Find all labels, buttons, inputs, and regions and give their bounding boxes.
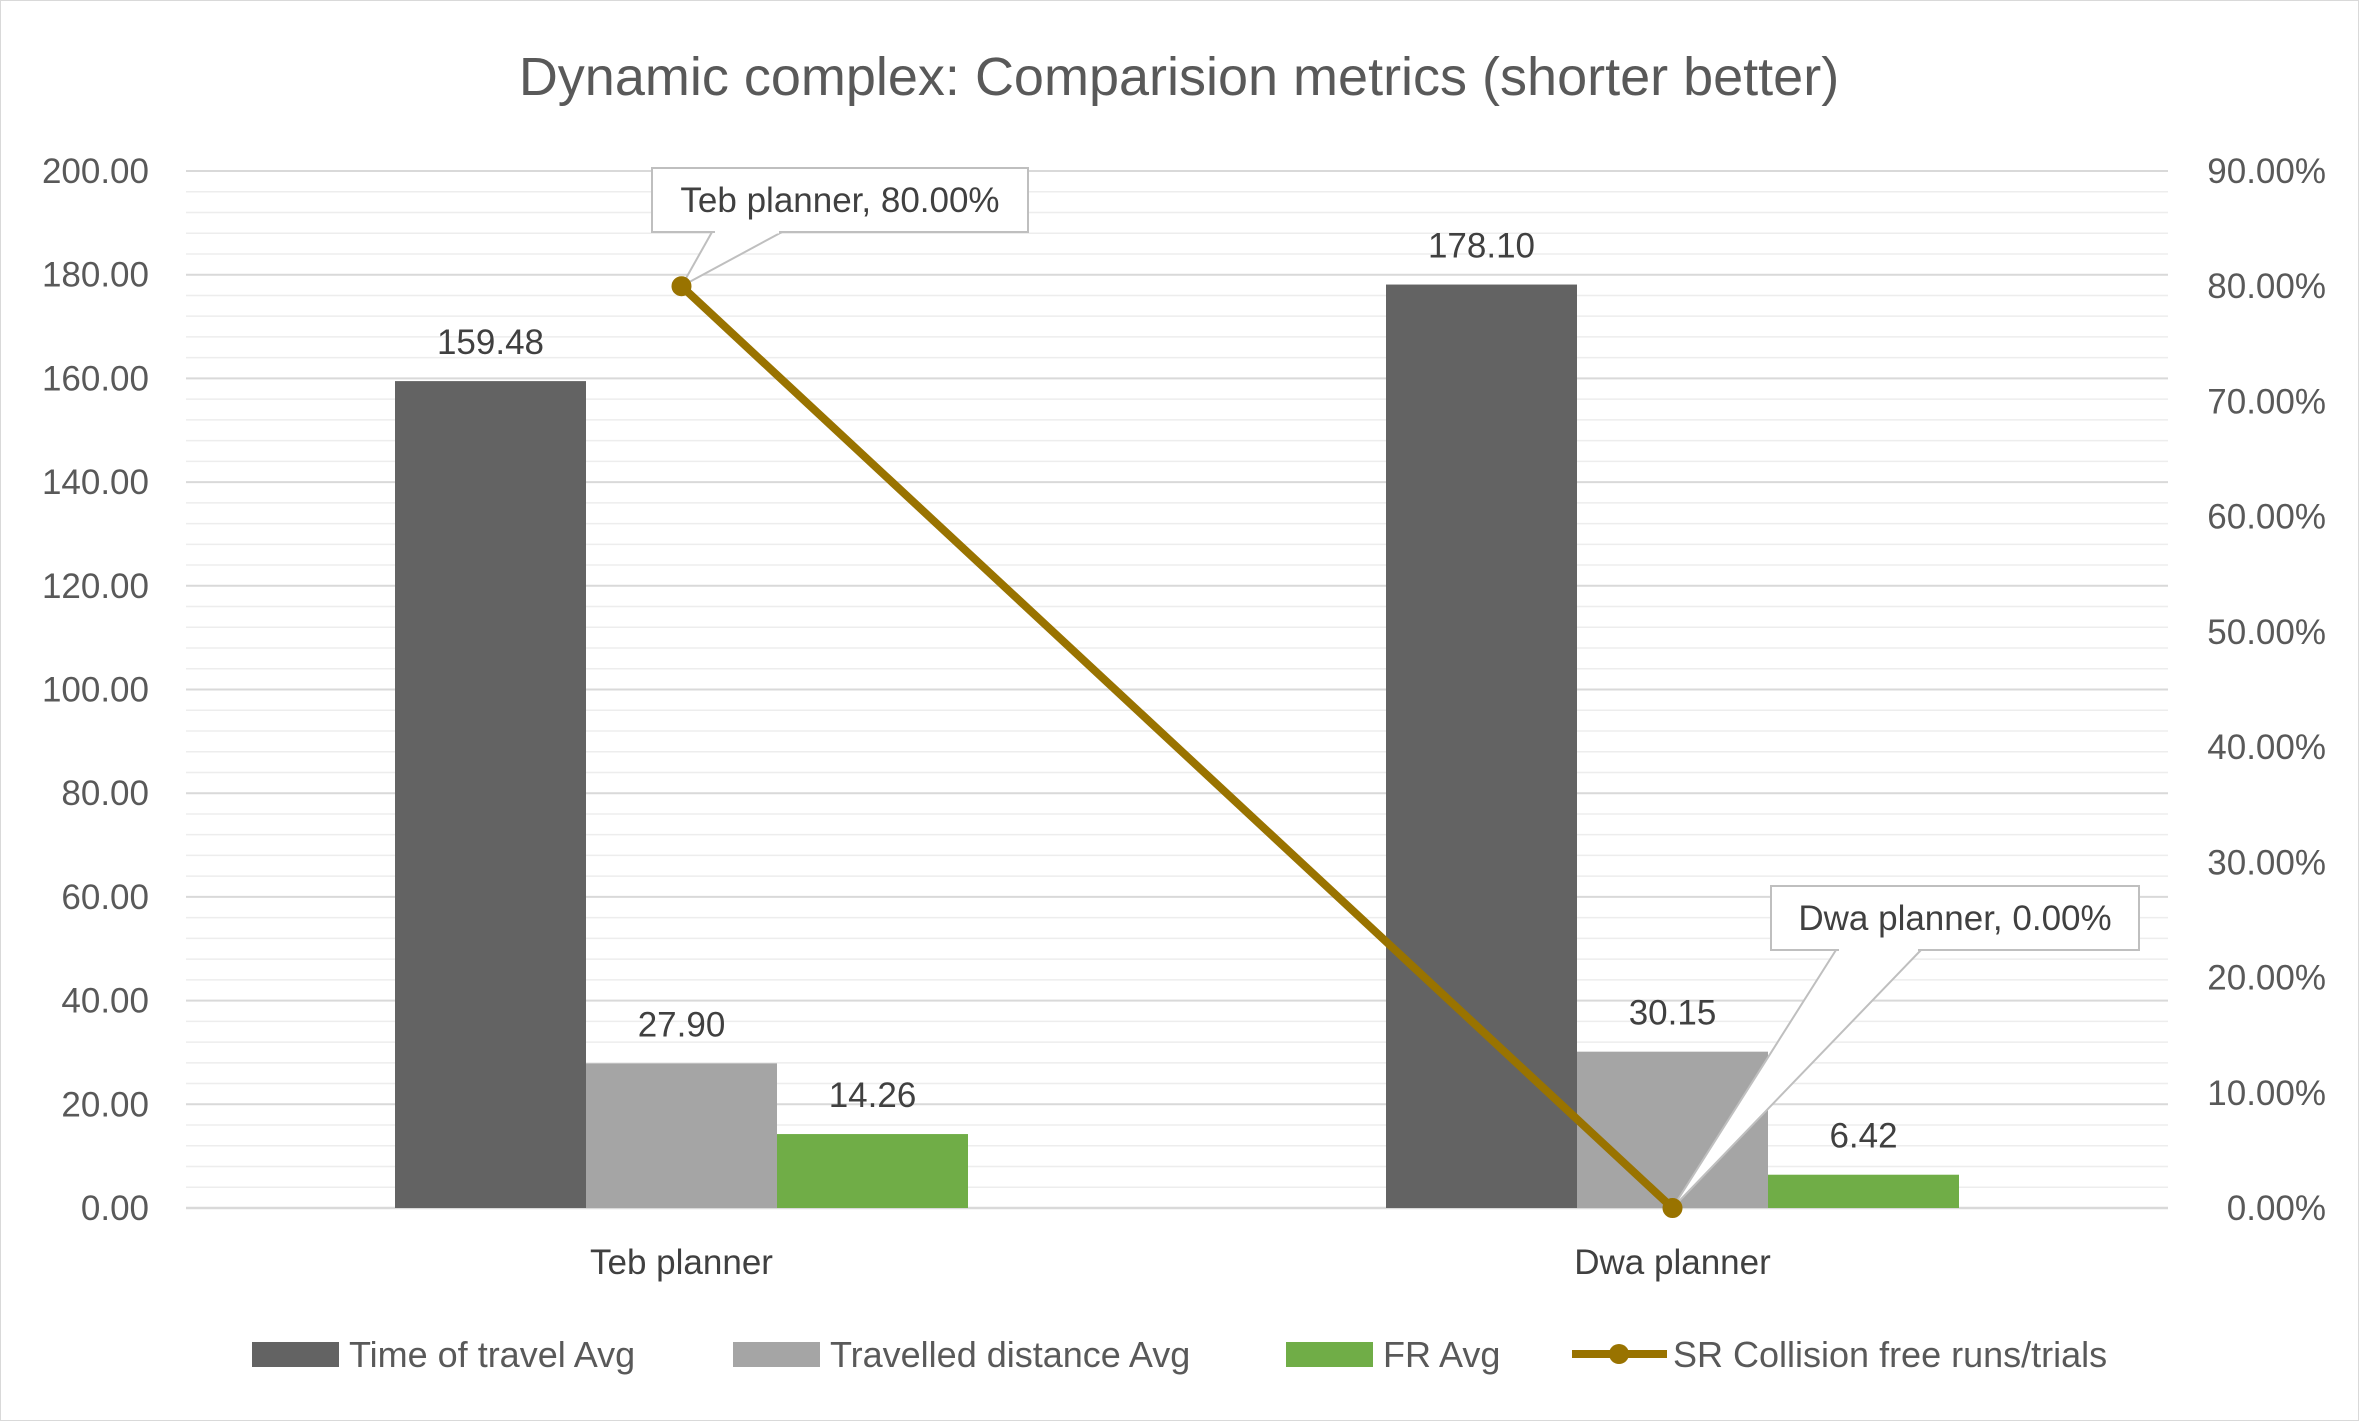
left-tick-label: 180.00: [42, 256, 149, 295]
bar-data-label: 6.42: [1829, 1117, 1897, 1156]
right-tick-label: 20.00%: [2207, 959, 2326, 998]
left-tick-label: 200.00: [42, 152, 149, 191]
right-tick-label: 50.00%: [2207, 613, 2326, 652]
left-tick-label: 80.00: [61, 774, 149, 813]
legend-swatch: [733, 1342, 820, 1367]
bar-data-label: 14.26: [829, 1076, 917, 1115]
left-tick-label: 160.00: [42, 359, 149, 398]
bar: [586, 1063, 777, 1208]
legend-item: FR Avg: [1286, 1334, 1500, 1375]
right-tick-label: 10.00%: [2207, 1074, 2326, 1113]
legend: Time of travel Avg Travelled distance Avg…: [252, 1334, 2107, 1375]
callout-box: [651, 167, 1029, 233]
legend-marker: [1609, 1344, 1629, 1364]
bar: [777, 1134, 968, 1208]
legend-label: SR Collision free runs/trials: [1673, 1334, 2107, 1375]
legend-swatch: [252, 1342, 339, 1367]
right-tick-label: 40.00%: [2207, 728, 2326, 767]
bars: [395, 284, 1959, 1208]
callout-pointer: [678, 231, 783, 289]
bar-data-label: 27.90: [638, 1005, 726, 1044]
right-axis: 0.00% 10.00% 20.00% 30.00% 40.00% 50.00% 60.00…: [2207, 152, 2326, 1228]
right-tick-label: 0.00%: [2227, 1189, 2326, 1228]
sr-marker: [671, 276, 692, 297]
left-tick-label: 100.00: [42, 671, 149, 710]
right-tick-label: 30.00%: [2207, 843, 2326, 882]
sr-marker: [1662, 1198, 1683, 1218]
callout: Dwa planner, 0.00%: [1671, 885, 2140, 1209]
bar-data-label: 159.48: [437, 323, 544, 362]
legend-item: Time of travel Avg: [252, 1334, 635, 1375]
callout-label: Dwa planner, 0.00%: [1798, 899, 2111, 938]
left-tick-label: 120.00: [42, 567, 149, 606]
bar-data-labels: 159.48 27.90 14.26 178.10 30.15 6.42: [437, 227, 1898, 1156]
category-labels: Teb planner Dwa planner: [590, 1243, 1771, 1282]
left-tick-label: 0.00: [81, 1189, 149, 1228]
bar: [1386, 284, 1577, 1208]
left-tick-label: 140.00: [42, 463, 149, 502]
left-tick-label: 40.00: [61, 982, 149, 1021]
bar-data-label: 30.15: [1629, 994, 1717, 1033]
left-tick-label: 60.00: [61, 878, 149, 917]
callout-label: Teb planner, 80.00%: [680, 181, 999, 220]
bar: [1768, 1174, 1959, 1208]
left-axis: 0.00 20.00 40.00 60.00 80.00 100.00 120.00 140.…: [42, 152, 149, 1228]
sr-line-path: [678, 283, 1676, 1211]
legend-label: FR Avg: [1383, 1334, 1500, 1375]
legend-item: Travelled distance Avg: [733, 1334, 1190, 1375]
callout-box: [1770, 885, 2140, 951]
right-tick-label: 60.00%: [2207, 498, 2326, 537]
right-tick-label: 90.00%: [2207, 152, 2326, 191]
legend-item: SR Collision free runs/trials: [1572, 1334, 2107, 1375]
legend-label: Travelled distance Avg: [830, 1334, 1190, 1375]
line-callouts: Teb planner, 80.00% Dwa planner, 0.00%: [651, 167, 2140, 1209]
right-tick-label: 70.00%: [2207, 382, 2326, 421]
left-tick-label: 20.00: [61, 1085, 149, 1124]
category-label: Teb planner: [590, 1243, 773, 1282]
sr-line: [671, 276, 1683, 1218]
chart-title: Dynamic complex: Comparision metrics (sh…: [519, 47, 1839, 107]
category-label: Dwa planner: [1574, 1243, 1771, 1282]
bar: [395, 381, 586, 1208]
legend-label: Time of travel Avg: [349, 1334, 635, 1375]
bar-data-label: 178.10: [1428, 227, 1535, 266]
legend-swatch: [1286, 1342, 1373, 1367]
right-tick-label: 80.00%: [2207, 267, 2326, 306]
callout: Teb planner, 80.00%: [651, 167, 1029, 289]
